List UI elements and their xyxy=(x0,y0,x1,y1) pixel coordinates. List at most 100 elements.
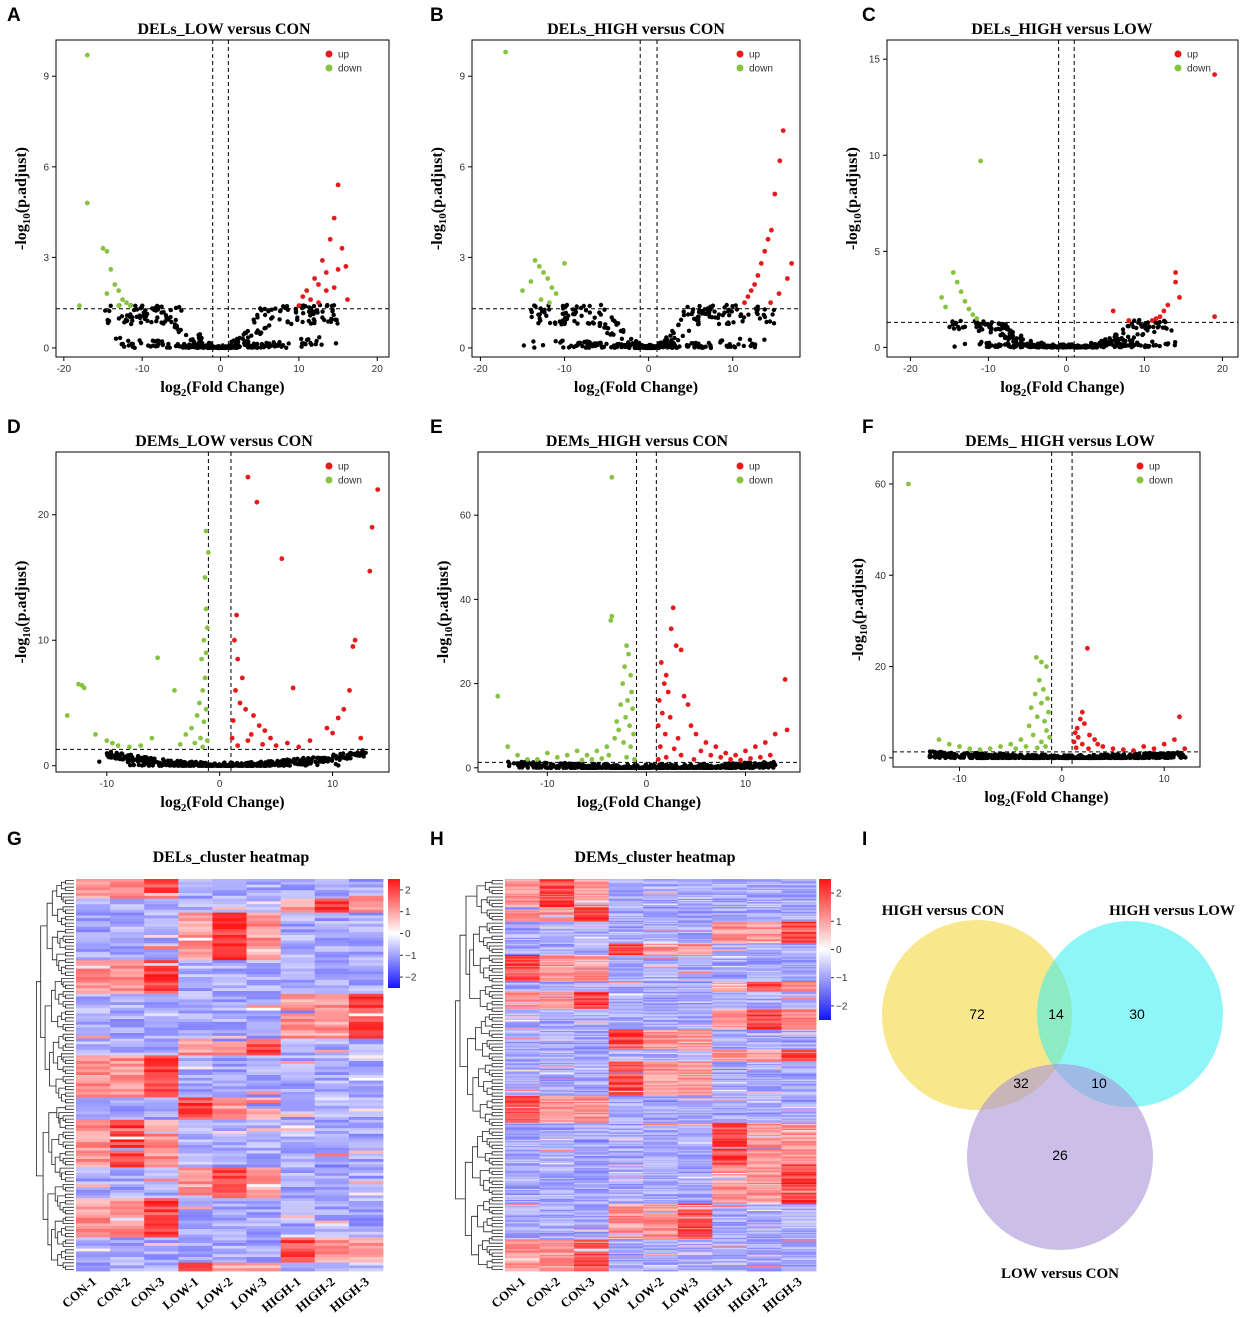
up-point xyxy=(290,685,296,691)
heatmap-cell xyxy=(246,1201,282,1205)
heatmap-cell xyxy=(178,957,213,961)
down-points xyxy=(939,158,983,321)
heatmap-cell xyxy=(144,968,179,972)
up-point xyxy=(742,300,747,306)
ns-point xyxy=(1183,755,1188,760)
heatmap-cell xyxy=(280,1240,316,1244)
heatmap-cell xyxy=(178,1069,213,1073)
ns-point xyxy=(108,750,113,755)
y-tick-label: 6 xyxy=(43,162,49,173)
heatmap-cell xyxy=(76,1187,111,1191)
heatmap-cell xyxy=(144,904,179,908)
heatmap-cell xyxy=(212,895,247,899)
heatmap-cell xyxy=(280,1089,316,1093)
legend-up-marker xyxy=(1136,462,1144,470)
legend-up-label: up xyxy=(338,462,350,473)
ns-point xyxy=(148,344,153,349)
ns-point xyxy=(251,317,256,322)
down-point xyxy=(957,744,962,749)
heatmap-cell xyxy=(110,979,145,983)
down-point xyxy=(939,295,944,300)
up-points xyxy=(1110,72,1217,323)
ns-point xyxy=(676,322,681,327)
up-point xyxy=(752,282,757,287)
legend-up-label: up xyxy=(1149,462,1161,473)
heatmap-cell xyxy=(212,1041,247,1045)
heatmap-cell xyxy=(314,1049,350,1053)
heatmap-cell xyxy=(314,1192,350,1196)
dendrogram-branch xyxy=(65,1135,74,1140)
x-tick-label: 0 xyxy=(1059,774,1065,785)
heatmap-cell xyxy=(348,1231,384,1235)
heatmap-cell xyxy=(246,943,282,947)
ns-point xyxy=(309,756,315,762)
heatmap-cell xyxy=(110,1035,145,1039)
dendrogram-branch xyxy=(65,1265,74,1270)
heatmap-cell xyxy=(212,1019,247,1023)
heatmap-cell xyxy=(348,1049,384,1053)
ns-point xyxy=(125,753,130,759)
heatmap-cell xyxy=(110,1139,145,1143)
dendrogram-branch xyxy=(65,1086,74,1091)
heatmap-cell xyxy=(314,915,350,919)
ns-point xyxy=(675,338,681,343)
dendrogram-branch xyxy=(62,1206,74,1213)
down-point xyxy=(201,719,207,725)
heatmap-cell xyxy=(178,1201,213,1205)
heatmap-cell xyxy=(246,1192,282,1196)
heatmap-cell xyxy=(280,1220,316,1224)
heatmap-cell xyxy=(178,1052,213,1056)
heatmap-cell xyxy=(110,918,145,922)
ns-point xyxy=(561,764,566,769)
heatmap-cell xyxy=(348,1170,384,1174)
ns-point xyxy=(333,317,338,322)
ns-point xyxy=(1052,755,1058,760)
column-label: CON-3 xyxy=(127,1273,167,1310)
heatmap-cell xyxy=(144,1245,179,1249)
ns-point xyxy=(173,317,178,323)
heatmap-cell xyxy=(144,1111,179,1115)
heatmap-cell xyxy=(178,1189,213,1193)
up-point xyxy=(1071,739,1077,745)
heatmap-cell xyxy=(212,918,247,922)
up-point xyxy=(331,285,337,290)
ns-point xyxy=(333,761,338,767)
heatmap-cell xyxy=(178,1268,213,1272)
heatmap-cell xyxy=(246,1055,282,1059)
up-point xyxy=(254,499,260,505)
ns-point xyxy=(609,331,615,336)
up-point xyxy=(776,291,782,296)
heatmap-cell xyxy=(212,1254,247,1258)
heatmap-cell xyxy=(144,1156,179,1160)
down-point xyxy=(93,732,98,737)
heatmap-cell xyxy=(144,1002,179,1006)
heatmap-cell xyxy=(280,1217,316,1221)
heatmap-cell xyxy=(178,1206,213,1210)
ns-point xyxy=(255,312,260,318)
heatmap-cell xyxy=(76,1231,111,1235)
ns-point xyxy=(163,313,169,318)
ns-point xyxy=(771,321,777,326)
heatmap-cell xyxy=(348,884,384,888)
down-point xyxy=(1043,744,1048,749)
ns-point xyxy=(155,315,160,320)
ns-point xyxy=(97,759,102,764)
heatmap-cell xyxy=(246,1061,282,1065)
ns-point xyxy=(989,343,994,348)
heatmap-cell xyxy=(212,1164,247,1168)
heatmap-cell xyxy=(348,935,384,939)
heatmap-cell xyxy=(178,1111,213,1115)
heatmap-cell xyxy=(110,1153,145,1157)
down-point xyxy=(962,298,968,304)
up-point xyxy=(762,248,768,254)
ns-point xyxy=(762,307,767,312)
heatmap-cell xyxy=(144,1215,179,1219)
down-point xyxy=(629,689,634,695)
heatmap-cell xyxy=(280,923,316,927)
heatmap-cell xyxy=(314,1206,350,1210)
down-point xyxy=(1044,728,1049,733)
up-point xyxy=(324,725,330,731)
heatmap-cell xyxy=(348,1147,384,1151)
down-point xyxy=(203,706,209,712)
